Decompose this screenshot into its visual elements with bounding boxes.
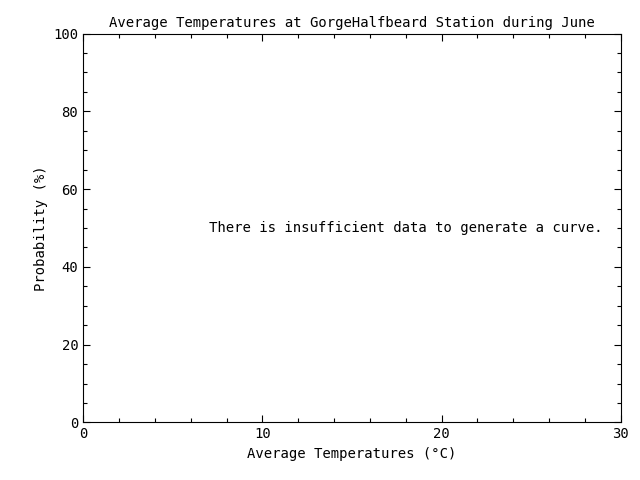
- Title: Average Temperatures at GorgeHalfbeard Station during June: Average Temperatures at GorgeHalfbeard S…: [109, 16, 595, 30]
- Y-axis label: Probability (%): Probability (%): [34, 165, 47, 291]
- X-axis label: Average Temperatures (°C): Average Temperatures (°C): [247, 447, 457, 461]
- Text: There is insufficient data to generate a curve.: There is insufficient data to generate a…: [209, 221, 602, 235]
